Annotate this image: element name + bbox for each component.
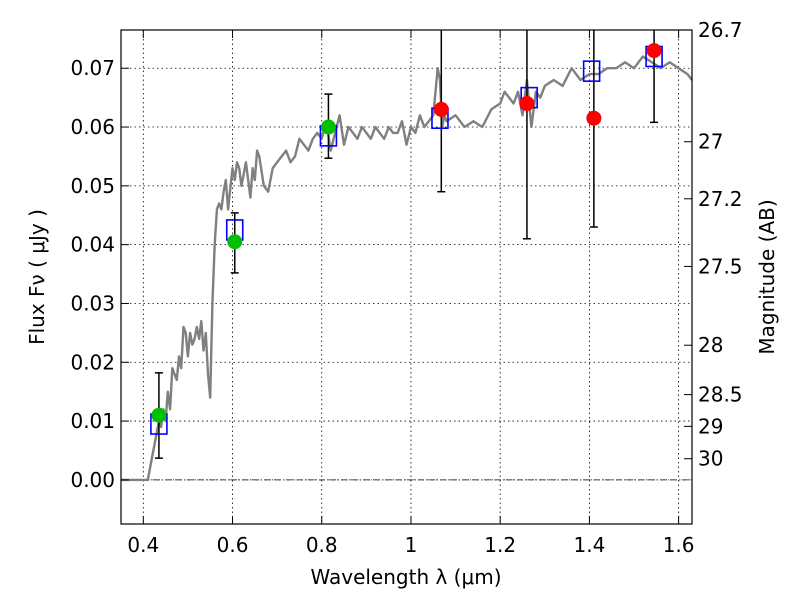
x-tick-label: 0.4 (127, 533, 159, 557)
x-tick-label: 0.6 (217, 533, 249, 557)
y-axis-title-right: Magnitude (AB) (755, 199, 779, 354)
mag-tick-label: 30 (698, 447, 723, 471)
x-tick-label: 1 (405, 533, 418, 557)
y-tick-label: 0.06 (70, 115, 115, 139)
green-point (227, 234, 243, 250)
mag-tick-label: 28 (698, 333, 723, 357)
mag-tick-label: 27.5 (698, 254, 743, 278)
green-point (151, 407, 167, 423)
x-tick-label: 1.4 (573, 533, 605, 557)
mag-tick-label: 26.7 (698, 18, 743, 42)
red-point (646, 43, 662, 59)
y-tick-label: 0.00 (70, 468, 115, 492)
plot-frame (120, 29, 693, 525)
x-tick-label: 0.8 (306, 533, 338, 557)
red-point (519, 96, 535, 112)
x-axis-title: Wavelength λ (μm) (310, 565, 501, 589)
y-tick-label: 0.04 (70, 233, 115, 257)
plot-area (121, 30, 693, 482)
axes: 0.4 0.6 0.8 1 1.2 1.4 1.6 0.00 0.01 0.02 0.03 0.04 0… (70, 18, 742, 557)
y-tick-label: 0.03 (70, 291, 115, 315)
model-box (582, 60, 601, 82)
y-tick-label: 0.07 (70, 56, 115, 80)
mag-tick-label: 29 (698, 414, 723, 438)
mag-tick-label: 27.2 (698, 187, 743, 211)
y-tick-label: 0.05 (70, 174, 115, 198)
mag-tick-label: 27 (698, 130, 723, 154)
x-tick-label: 1.2 (484, 533, 516, 557)
y-tick-label: 0.02 (70, 350, 115, 374)
red-point (433, 101, 449, 117)
x-tick-label: 1.6 (663, 533, 695, 557)
red-point (586, 110, 602, 126)
green-point (320, 119, 336, 135)
mag-tick-label: 28.5 (698, 383, 743, 407)
y-tick-label: 0.01 (70, 409, 115, 433)
y-axis-title-left: Flux Fν ( μJy ) (25, 209, 49, 345)
